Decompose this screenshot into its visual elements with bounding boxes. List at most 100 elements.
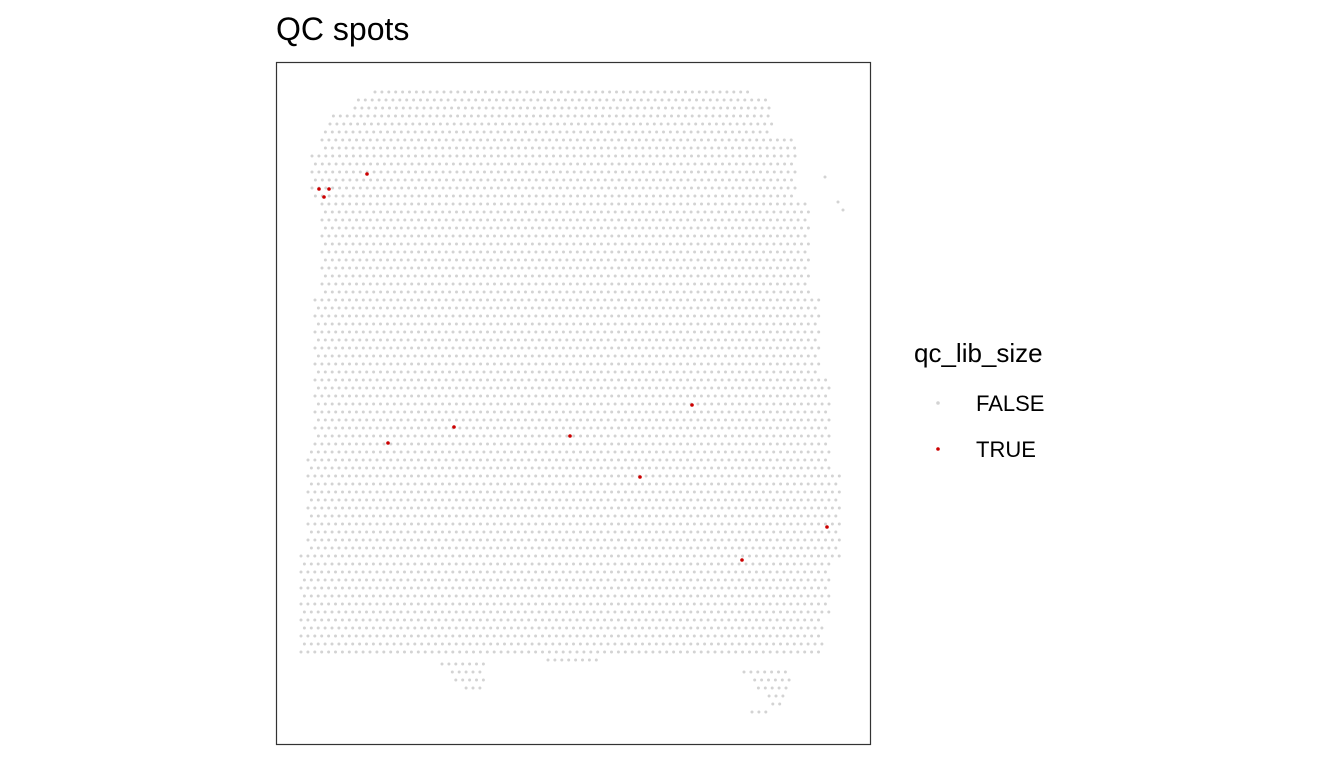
spot-point-false [548,426,552,430]
spot-point-false [337,258,341,262]
spot-point-false [572,482,576,486]
spot-point-false [761,474,765,478]
spot-point-false [327,346,331,350]
spot-point-false [734,298,738,302]
spot-point-false [724,242,728,246]
spot-point-false [427,530,431,534]
spot-point-false [514,162,517,166]
spot-point-false [689,226,693,230]
spot-point-false [468,130,472,134]
spot-point-false [672,570,676,574]
spot-point-false [599,498,603,502]
spot-point-false [413,322,417,326]
spot-point-false [444,538,448,542]
spot-point-false [489,594,493,598]
spot-point-false [661,306,665,310]
spot-point-false [765,610,769,614]
spot-point-false [817,362,821,366]
spot-point-false [575,314,579,318]
spot-point-false [465,618,469,622]
spot-point-false [803,426,807,430]
spot-point-false [309,530,313,534]
spot-point-false [561,522,565,526]
spot-point-false [361,618,365,622]
spot-point-false [489,466,493,470]
spot-point-false [499,362,503,366]
spot-point-false [737,610,741,614]
spot-point-false [316,562,320,566]
spot-point-false [499,378,503,382]
spot-point-false [700,178,704,182]
spot-point-false [744,562,748,566]
spot-point-false [406,290,410,294]
spot-point-false [356,98,360,102]
spot-point-false [466,122,470,126]
spot-point-false [476,114,480,118]
spot-point-false [823,602,827,606]
spot-point-false [413,434,417,438]
spot-point-false [727,554,731,558]
spot-point-false [762,194,766,198]
spot-point-false [544,306,548,310]
spot-point-false [534,522,538,526]
spot-point-false [716,578,720,582]
spot-point-false [817,586,820,590]
spot-point-false [782,442,786,446]
spot-point-false [430,458,434,462]
spot-point-false [372,322,376,326]
spot-point-false [361,602,365,606]
spot-point-false [644,202,648,206]
spot-point-false [589,282,593,286]
spot-point-false [772,146,776,150]
spot-point-false [669,170,673,174]
spot-point-false [638,194,642,198]
spot-point-false [455,210,458,214]
spot-point-false [337,290,341,294]
spot-point-false [572,258,576,262]
spot-point-false [572,370,576,374]
spot-point-false [648,530,651,534]
spot-point-false [651,378,655,382]
spot-point-false [482,226,486,230]
spot-point-false [486,410,489,414]
spot-point-false [461,498,465,502]
spot-point-false [689,386,693,390]
spot-point-false [421,90,425,94]
spot-point-false [699,410,703,414]
spot-point-false [706,554,710,558]
spot-point-false [558,626,562,630]
spot-point-false [668,306,672,310]
spot-point-false [724,306,727,310]
spot-point-false [589,506,593,510]
spot-point-false [799,514,803,518]
spot-point-false [679,218,683,222]
spot-point-false [548,362,552,366]
spot-point-false [410,426,414,430]
spot-point-false [565,370,569,374]
spot-point-false [313,178,317,182]
spot-point-false [758,434,762,438]
spot-point-false [792,562,796,566]
spot-point-false [320,522,324,526]
spot-point-false [341,378,345,382]
spot-point-false [451,474,455,478]
spot-point-false [410,162,414,166]
spot-point-false [827,594,831,598]
spot-point-false [475,466,479,470]
spot-point-false [637,298,641,302]
spot-point-false [762,330,765,334]
spot-point-false [323,402,327,406]
spot-point-false [758,514,762,518]
spot-point-false [375,378,379,382]
spot-point-false [572,290,576,294]
spot-point-false [506,426,510,430]
spot-point-false [444,346,448,350]
spot-point-false [475,578,479,582]
spot-point-false [772,370,776,374]
spot-point-false [706,506,710,510]
spot-point-false [720,410,724,414]
spot-point-false [506,586,510,590]
spot-point-false [596,554,600,558]
spot-point-false [730,306,734,310]
spot-point-false [424,218,427,222]
